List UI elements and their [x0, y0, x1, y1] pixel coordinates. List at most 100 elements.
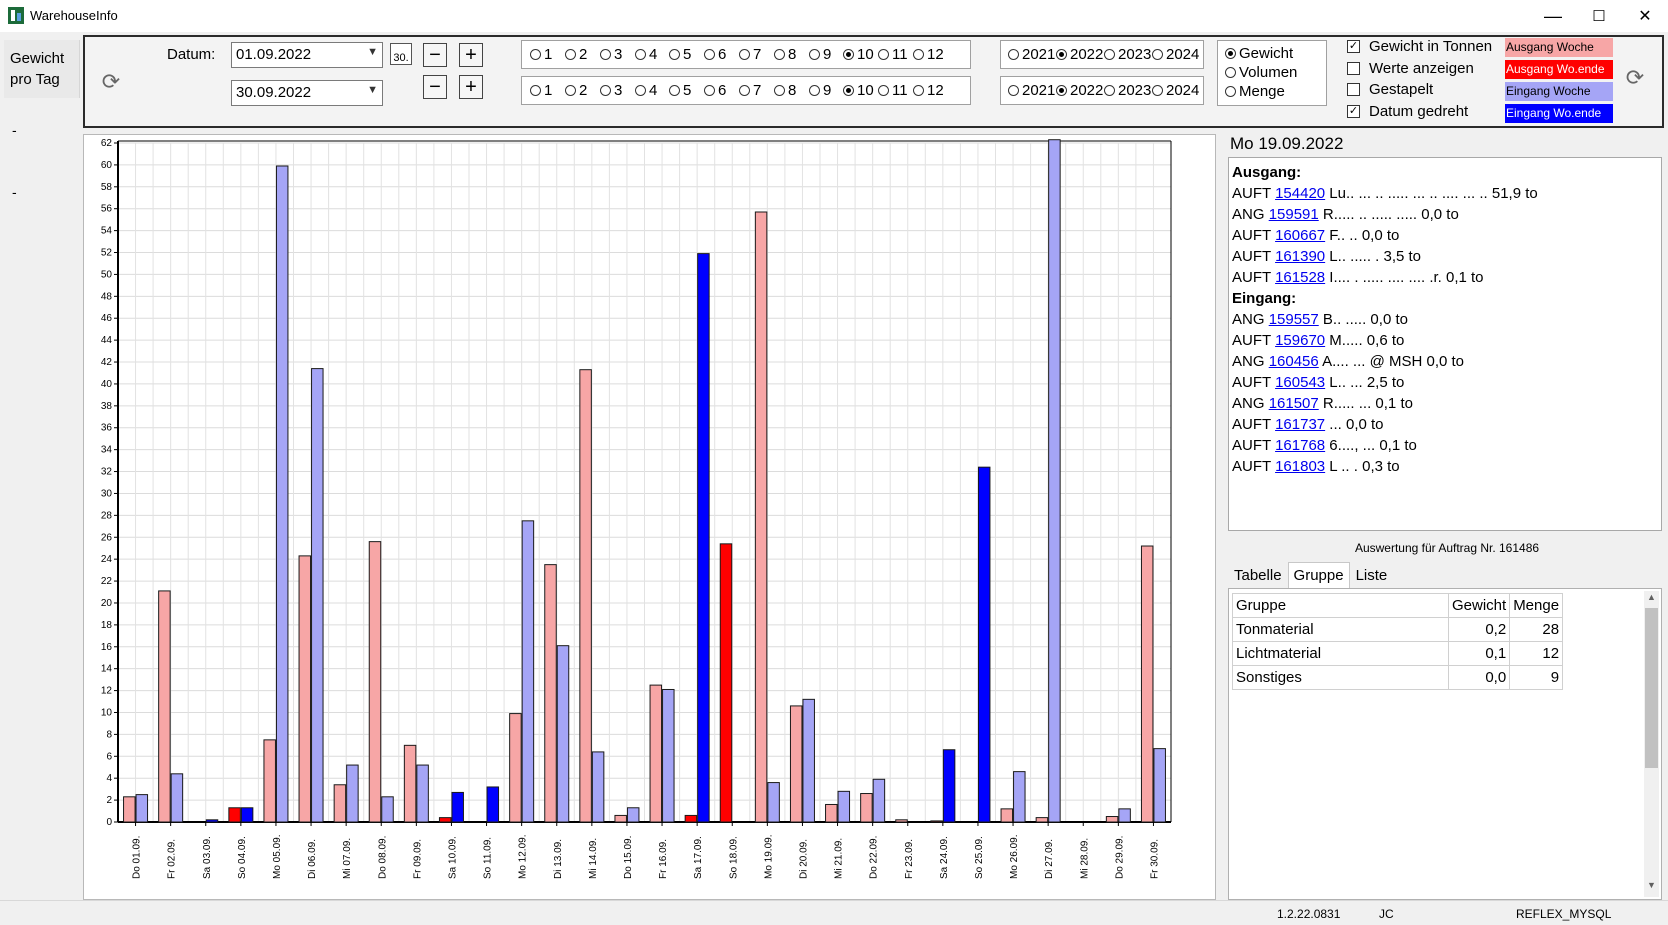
measure-volumen[interactable]: Volumen — [1225, 64, 1297, 81]
month-2-2[interactable]: 2 — [565, 82, 587, 99]
year-2-2023[interactable]: 2023 — [1104, 82, 1151, 99]
bar-eingang[interactable] — [1118, 808, 1131, 823]
bar-eingang[interactable] — [205, 819, 219, 823]
date-to-minus-button[interactable]: − — [423, 75, 447, 99]
order-link[interactable]: 160667 — [1275, 227, 1326, 244]
year-2-2024[interactable]: 2024 — [1152, 82, 1199, 99]
month-2-11[interactable]: 11 — [878, 82, 908, 99]
month-2-6[interactable]: 6 — [704, 82, 726, 99]
scroll-down-icon[interactable]: ▼ — [1647, 880, 1656, 890]
bar-ausgang[interactable] — [895, 819, 908, 823]
month-2-3[interactable]: 3 — [600, 82, 622, 99]
bar-ausgang[interactable] — [1105, 816, 1119, 823]
refresh-right-button[interactable]: ⟳ — [1623, 65, 1647, 90]
order-link[interactable]: 160543 — [1275, 374, 1326, 391]
year-1-2023[interactable]: 2023 — [1104, 46, 1151, 63]
option-checkbox-2[interactable]: Gestapelt — [1347, 81, 1433, 98]
tab-tabelle[interactable]: Tabelle — [1234, 567, 1282, 584]
month-1-1[interactable]: 1 — [530, 46, 552, 63]
month-1-12[interactable]: 12 — [913, 46, 944, 63]
order-link[interactable]: 159670 — [1275, 332, 1326, 349]
bar-eingang[interactable] — [837, 790, 851, 823]
order-link[interactable]: 159591 — [1268, 206, 1319, 223]
month-1-6[interactable]: 6 — [704, 46, 726, 63]
month-2-8[interactable]: 8 — [774, 82, 796, 99]
month-2-10[interactable]: 10 — [843, 82, 874, 99]
left-item-1[interactable]: - — [12, 122, 17, 138]
bar-ausgang[interactable] — [614, 814, 627, 823]
year-1-2024[interactable]: 2024 — [1152, 46, 1199, 63]
date-from-plus-button[interactable]: + — [459, 43, 483, 67]
bar-ausgang[interactable] — [544, 564, 557, 823]
order-link[interactable]: 160456 — [1268, 353, 1319, 370]
bar-ausgang[interactable] — [860, 793, 873, 823]
close-button[interactable]: ✕ — [1622, 0, 1668, 32]
bar-eingang[interactable] — [977, 466, 991, 823]
bar-eingang[interactable] — [697, 253, 710, 823]
bar-eingang[interactable] — [1013, 771, 1026, 823]
vertical-scrollbar[interactable]: ▲ ▼ — [1644, 591, 1659, 897]
order-link[interactable]: 159557 — [1268, 311, 1319, 328]
order-link[interactable]: 154420 — [1275, 185, 1326, 202]
month-1-2[interactable]: 2 — [565, 46, 587, 63]
bar-eingang[interactable] — [170, 773, 184, 823]
bar-eingang[interactable] — [311, 368, 324, 823]
bar-ausgang[interactable] — [930, 820, 943, 823]
date-from-minus-button[interactable]: − — [423, 43, 447, 67]
tab-gruppe[interactable]: Gruppe — [1287, 562, 1350, 588]
refresh-left-button[interactable]: ⟳ — [99, 69, 123, 94]
bar-ausgang[interactable] — [509, 713, 522, 823]
option-checkbox-3[interactable]: ✓ Datum gedreht — [1347, 103, 1468, 120]
month-1-8[interactable]: 8 — [774, 46, 796, 63]
month-2-4[interactable]: 4 — [635, 82, 657, 99]
bar-eingang[interactable] — [626, 807, 640, 823]
option-checkbox-0[interactable]: ✓ Gewicht in Tonnen — [1347, 38, 1492, 55]
bar-eingang[interactable] — [591, 751, 605, 823]
bar-eingang[interactable] — [451, 791, 464, 823]
year-2-2022[interactable]: 2022 — [1056, 82, 1103, 99]
date-to-plus-button[interactable]: + — [459, 75, 483, 99]
bar-eingang[interactable] — [521, 520, 535, 823]
bar-ausgang[interactable] — [825, 803, 838, 823]
bar-ausgang[interactable] — [1140, 545, 1154, 823]
order-link[interactable]: 161507 — [1268, 395, 1319, 412]
month-2-9[interactable]: 9 — [809, 82, 831, 99]
bar-eingang[interactable] — [767, 782, 780, 823]
column-header[interactable]: Gruppe — [1232, 593, 1449, 618]
year-1-2021[interactable]: 2021 — [1008, 46, 1055, 63]
month-2-1[interactable]: 1 — [530, 82, 552, 99]
bar-ausgang[interactable] — [789, 705, 803, 823]
bar-eingang[interactable] — [942, 749, 956, 823]
bar-ausgang[interactable] — [158, 590, 171, 823]
calendar-button[interactable]: 30. — [390, 43, 412, 65]
bar-eingang[interactable] — [556, 645, 570, 823]
bar-eingang[interactable] — [381, 796, 394, 823]
bar-ausgang[interactable] — [298, 555, 312, 823]
year-1-2022[interactable]: 2022 — [1056, 46, 1103, 63]
year-2-2021[interactable]: 2021 — [1008, 82, 1055, 99]
table-row[interactable]: Tonmaterial 0,2 28 — [1232, 617, 1564, 642]
month-1-11[interactable]: 11 — [878, 46, 908, 63]
scroll-up-icon[interactable]: ▲ — [1647, 592, 1656, 602]
order-link[interactable]: 161390 — [1275, 248, 1326, 265]
month-2-5[interactable]: 5 — [669, 82, 691, 99]
minimize-button[interactable]: — — [1530, 0, 1576, 32]
column-header[interactable]: Gewicht — [1447, 593, 1511, 618]
bar-ausgang[interactable] — [368, 541, 382, 823]
bar-ausgang[interactable] — [684, 814, 698, 823]
month-1-9[interactable]: 9 — [809, 46, 831, 63]
bar-ausgang[interactable] — [1000, 808, 1014, 823]
bar-ausgang[interactable] — [438, 817, 452, 823]
bar-ausgang[interactable] — [228, 807, 241, 823]
table-row[interactable]: Lichtmaterial 0,1 12 — [1232, 641, 1564, 666]
bar-eingang[interactable] — [1048, 139, 1061, 823]
option-checkbox-1[interactable]: Werte anzeigen — [1347, 60, 1474, 77]
bar-eingang[interactable] — [240, 807, 254, 823]
bar-eingang[interactable] — [346, 764, 359, 823]
order-link[interactable]: 161803 — [1275, 458, 1326, 475]
bar-eingang[interactable] — [802, 698, 815, 823]
bar-ausgang[interactable] — [579, 369, 592, 823]
bar-eingang[interactable] — [1153, 748, 1166, 823]
left-item-2[interactable]: - — [12, 184, 17, 200]
bar-ausgang[interactable] — [719, 543, 733, 823]
